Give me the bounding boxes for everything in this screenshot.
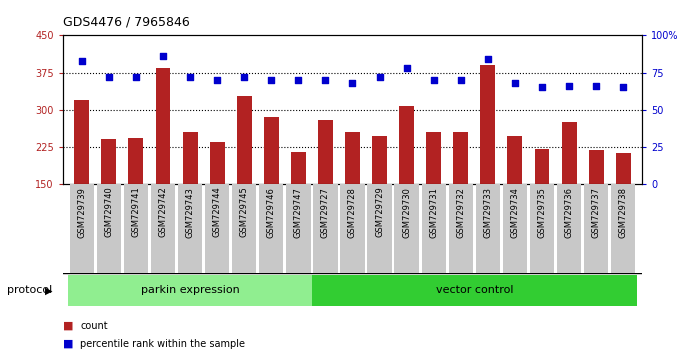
Point: [374, 74, 385, 80]
Text: GSM729743: GSM729743: [186, 187, 195, 238]
Bar: [291, 152, 306, 184]
Bar: [562, 122, 577, 184]
FancyBboxPatch shape: [286, 184, 311, 273]
Text: vector control: vector control: [436, 285, 513, 295]
Bar: [183, 132, 198, 184]
Text: GSM729735: GSM729735: [537, 187, 547, 238]
Point: [401, 65, 413, 71]
Text: parkin expression: parkin expression: [141, 285, 239, 295]
FancyBboxPatch shape: [259, 184, 283, 273]
FancyBboxPatch shape: [449, 184, 473, 273]
Text: GSM729729: GSM729729: [375, 187, 384, 238]
Text: GSM729733: GSM729733: [483, 187, 492, 238]
FancyBboxPatch shape: [68, 275, 312, 306]
Text: GSM729738: GSM729738: [618, 187, 628, 238]
FancyBboxPatch shape: [124, 184, 148, 273]
Text: count: count: [80, 321, 108, 331]
Point: [347, 80, 358, 86]
Text: GSM729734: GSM729734: [510, 187, 519, 238]
Point: [591, 83, 602, 89]
Bar: [345, 132, 360, 184]
FancyBboxPatch shape: [96, 184, 121, 273]
FancyBboxPatch shape: [557, 184, 581, 273]
Bar: [237, 96, 252, 184]
Point: [428, 77, 439, 83]
FancyBboxPatch shape: [394, 184, 419, 273]
Bar: [616, 153, 631, 184]
Point: [618, 85, 629, 90]
Text: percentile rank within the sample: percentile rank within the sample: [80, 339, 245, 349]
Bar: [74, 100, 89, 184]
Bar: [264, 117, 279, 184]
Point: [131, 74, 142, 80]
Text: GSM729727: GSM729727: [321, 187, 330, 238]
Point: [158, 53, 169, 59]
Text: protocol: protocol: [7, 285, 52, 295]
Point: [184, 74, 195, 80]
FancyBboxPatch shape: [312, 275, 637, 306]
Bar: [399, 106, 414, 184]
Text: GSM729731: GSM729731: [429, 187, 438, 238]
Bar: [426, 132, 441, 184]
FancyBboxPatch shape: [341, 184, 364, 273]
Bar: [535, 149, 549, 184]
Text: GSM729745: GSM729745: [239, 187, 248, 238]
Bar: [128, 138, 143, 184]
Text: GSM729732: GSM729732: [456, 187, 466, 238]
Point: [266, 77, 277, 83]
FancyBboxPatch shape: [367, 184, 392, 273]
Point: [292, 77, 304, 83]
Bar: [318, 120, 333, 184]
Point: [482, 56, 493, 62]
Text: GSM729746: GSM729746: [267, 187, 276, 238]
Text: ▶: ▶: [45, 285, 53, 295]
Text: GSM729739: GSM729739: [77, 187, 87, 238]
Bar: [480, 65, 496, 184]
Point: [211, 77, 223, 83]
Point: [103, 74, 114, 80]
Text: ■: ■: [63, 339, 77, 349]
Bar: [588, 150, 604, 184]
Text: ■: ■: [63, 321, 77, 331]
FancyBboxPatch shape: [313, 184, 338, 273]
Point: [563, 83, 574, 89]
Point: [76, 58, 87, 63]
Point: [239, 74, 250, 80]
Text: GSM729728: GSM729728: [348, 187, 357, 238]
FancyBboxPatch shape: [530, 184, 554, 273]
Text: GSM729740: GSM729740: [104, 187, 113, 238]
Bar: [372, 136, 387, 184]
Text: GSM729736: GSM729736: [565, 187, 574, 238]
Bar: [101, 139, 117, 184]
Text: GSM729747: GSM729747: [294, 187, 303, 238]
Text: GSM729741: GSM729741: [131, 187, 140, 238]
FancyBboxPatch shape: [422, 184, 446, 273]
FancyBboxPatch shape: [70, 184, 94, 273]
FancyBboxPatch shape: [503, 184, 527, 273]
Text: GSM729730: GSM729730: [402, 187, 411, 238]
FancyBboxPatch shape: [611, 184, 635, 273]
Point: [510, 80, 521, 86]
Bar: [209, 142, 225, 184]
Point: [536, 85, 547, 90]
Text: GSM729744: GSM729744: [213, 187, 222, 238]
FancyBboxPatch shape: [178, 184, 202, 273]
Text: GSM729742: GSM729742: [158, 187, 168, 238]
Text: GSM729737: GSM729737: [592, 187, 601, 238]
FancyBboxPatch shape: [232, 184, 256, 273]
Text: GDS4476 / 7965846: GDS4476 / 7965846: [63, 15, 190, 28]
FancyBboxPatch shape: [584, 184, 609, 273]
Bar: [453, 132, 468, 184]
Point: [320, 77, 331, 83]
Bar: [156, 68, 170, 184]
Point: [455, 77, 466, 83]
FancyBboxPatch shape: [151, 184, 175, 273]
FancyBboxPatch shape: [475, 184, 500, 273]
Bar: [507, 136, 522, 184]
FancyBboxPatch shape: [205, 184, 230, 273]
